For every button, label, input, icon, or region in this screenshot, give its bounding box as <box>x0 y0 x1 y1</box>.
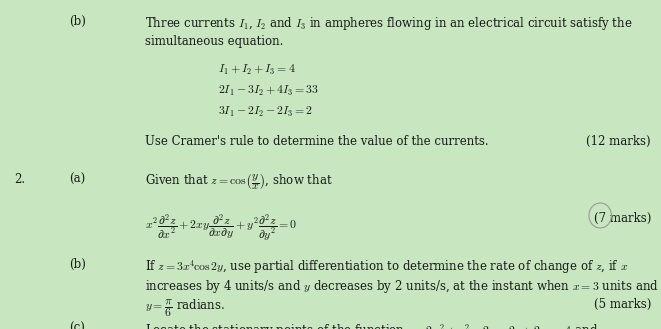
Text: $3I_1-2I_2-2I_3=2$: $3I_1-2I_2-2I_3=2$ <box>218 105 313 119</box>
Text: (a): (a) <box>69 173 86 186</box>
Text: increases by 4 units/s and $y$ decreases by 2 units/s, at the instant when $x=3$: increases by 4 units/s and $y$ decreases… <box>145 278 659 295</box>
Text: (5 marks): (5 marks) <box>594 298 651 311</box>
Text: 2.: 2. <box>15 173 26 186</box>
Text: Given that $z=\cos\!\left(\dfrac{y}{x}\right)$, show that: Given that $z=\cos\!\left(\dfrac{y}{x}\r… <box>145 173 333 192</box>
Text: (12 marks): (12 marks) <box>586 135 651 148</box>
Text: (7 marks): (7 marks) <box>594 212 651 225</box>
Text: Three currents $I_1$, $I_2$ and $I_3$ in ampheres flowing in an electrical circu: Three currents $I_1$, $I_2$ and $I_3$ in… <box>145 15 633 32</box>
Text: $2I_1-3I_2+4I_3=33$: $2I_1-3I_2+4I_3=33$ <box>218 84 319 98</box>
Text: $y=\dfrac{\pi}{6}$ radians.: $y=\dfrac{\pi}{6}$ radians. <box>145 298 225 319</box>
Text: (b): (b) <box>69 258 87 271</box>
Text: $x^2\dfrac{\partial^2z}{\partial x^2}+2xy\dfrac{\partial^2z}{\partial x\partial : $x^2\dfrac{\partial^2z}{\partial x^2}+2x… <box>145 212 297 243</box>
Text: Use Cramer's rule to determine the value of the currents.: Use Cramer's rule to determine the value… <box>145 135 489 148</box>
Text: (c): (c) <box>69 322 85 329</box>
Text: $I_1+I_2+I_3=4$: $I_1+I_2+I_3=4$ <box>218 63 296 77</box>
Text: (b): (b) <box>69 15 87 28</box>
Text: If $z=3x^4\!\cos 2y$, use partial differentiation to determine the rate of chang: If $z=3x^4\!\cos 2y$, use partial differ… <box>145 258 629 276</box>
Text: simultaneous equation.: simultaneous equation. <box>145 35 284 48</box>
Text: Locate the stationary points of the function $z=2x^2+y^2-2x-2y+2xy-4$ and: Locate the stationary points of the func… <box>145 322 599 329</box>
